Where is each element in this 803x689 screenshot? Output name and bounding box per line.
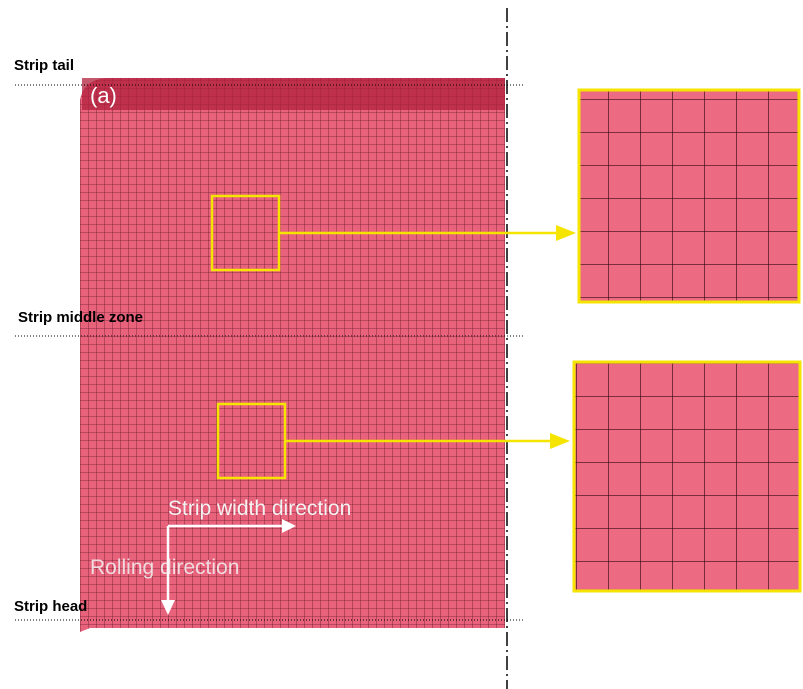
tail-band [82, 78, 505, 110]
strip-mesh [80, 78, 505, 632]
width-direction-label: Strip width direction [168, 497, 351, 520]
figure: Strip tail (a) Strip middle zone Strip h… [0, 0, 803, 689]
zoom-panel [574, 362, 800, 591]
middle-label: Strip middle zone [18, 309, 143, 326]
zoom-panel [579, 90, 799, 302]
tail-label: Strip tail [14, 57, 74, 74]
arrow-head [550, 433, 570, 449]
arrow-head [556, 225, 576, 241]
head-label: Strip head [14, 598, 87, 615]
rolling-direction-label: Rolling direction [90, 556, 239, 579]
panel-label: (a) [90, 83, 117, 108]
